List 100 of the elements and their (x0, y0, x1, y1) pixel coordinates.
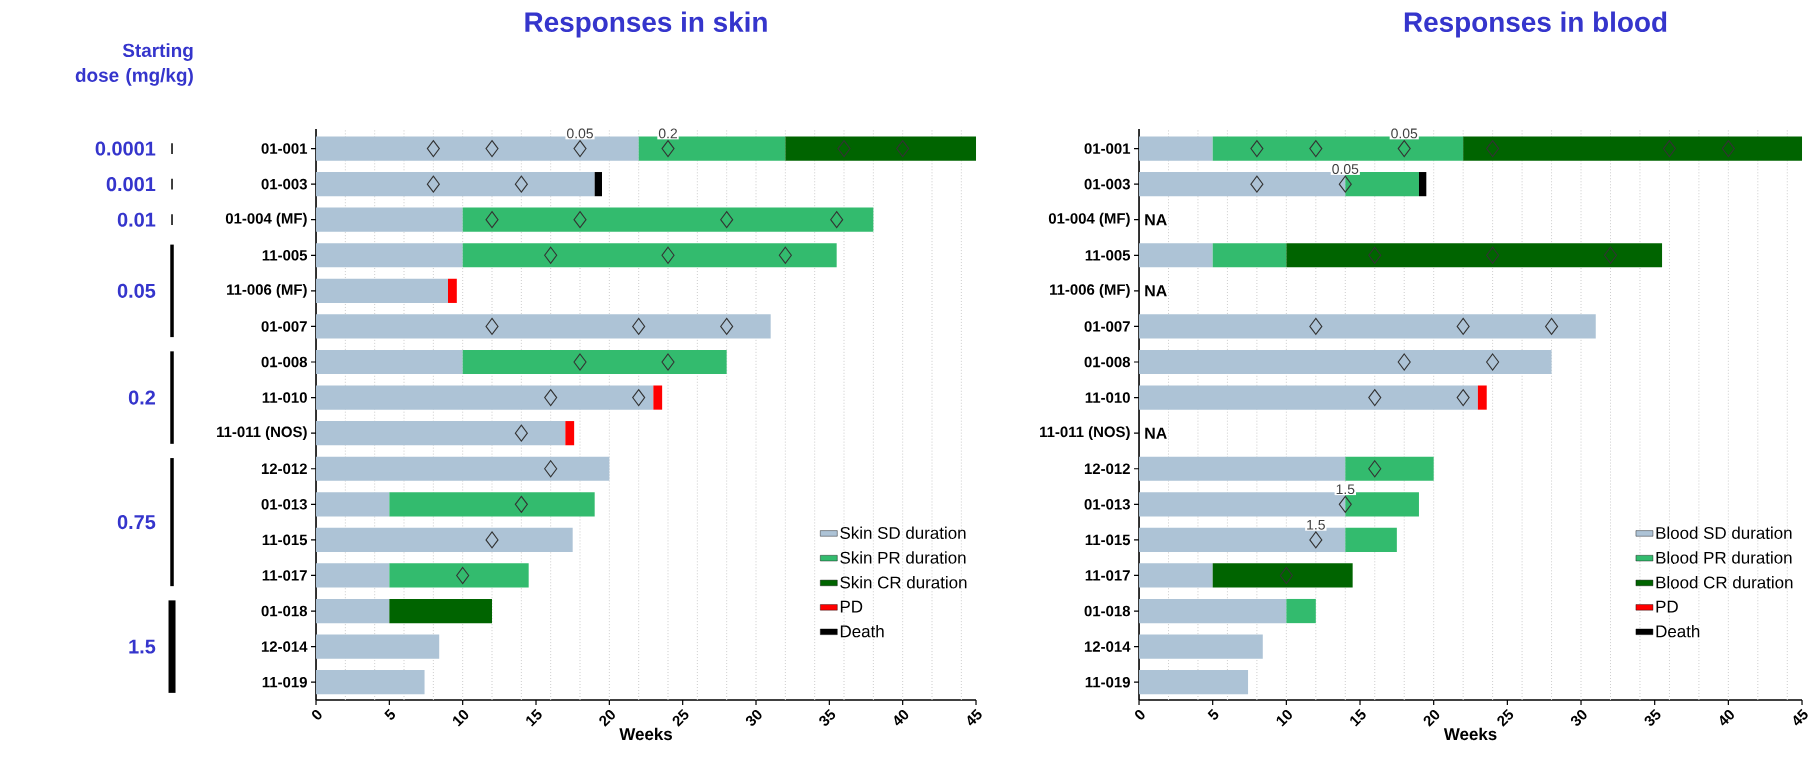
y-tick-label: 01-001 (1084, 143, 1131, 154)
bar (1345, 492, 1419, 517)
y-tick-label: 11-005 (262, 249, 308, 261)
x-tick-label: 30 (745, 710, 762, 726)
y-tick-label: 11-011 (NOS) (217, 426, 307, 441)
point (1279, 566, 1293, 585)
bar (448, 278, 457, 303)
annotation: NA (1145, 427, 1167, 439)
point (1309, 140, 1323, 158)
y-tick-label: 12-012 (261, 463, 307, 475)
annotation: NA (1145, 285, 1167, 297)
point (720, 317, 734, 335)
x-tick-label: 10 (1276, 710, 1292, 727)
point (1368, 460, 1382, 478)
bar (389, 563, 529, 588)
bar (389, 492, 595, 517)
x-tick-label: 25 (672, 708, 689, 727)
point (485, 211, 499, 229)
point (514, 175, 528, 193)
y-tick-label: 11-015 (1085, 534, 1131, 546)
point (661, 140, 675, 158)
y-tick-label: 01-003 (1084, 178, 1130, 190)
legend-label: PD (840, 600, 863, 613)
x-tick-label: 40 (1719, 710, 1734, 726)
legend-label: Skin PR duration (840, 551, 966, 564)
point (1486, 353, 1500, 371)
point (837, 140, 851, 158)
point (661, 353, 675, 371)
point (514, 424, 528, 442)
bar (316, 456, 610, 481)
bar (316, 527, 573, 552)
legend-label: Death (1656, 624, 1700, 638)
annotation: 0.05 (566, 128, 593, 139)
text: 0.2 (128, 390, 156, 405)
point (544, 460, 558, 478)
bar (462, 207, 874, 232)
y-tick-label: 11-019 (1085, 676, 1130, 688)
legend-label: Blood PR duration (1656, 551, 1792, 564)
point (1368, 389, 1382, 407)
y-tick-label: 01-007 (1084, 321, 1130, 332)
x-tick-label: 25 (1497, 708, 1514, 727)
point (1397, 140, 1411, 158)
y-tick-label: 11-011 (NOS) (1040, 426, 1130, 441)
x-axis-title: Weeks (1443, 727, 1497, 741)
annotation: 0.05 (1332, 164, 1359, 174)
y-tick-label: 11-015 (262, 534, 308, 546)
x-tick-label: 20 (599, 710, 615, 727)
y-tick-label: 11-006 (MF) (1050, 283, 1130, 298)
text: 1.5 (129, 639, 156, 654)
point (632, 389, 646, 407)
x-tick-label: 10 (452, 710, 469, 727)
point (1486, 140, 1500, 158)
point (1397, 353, 1411, 371)
point (514, 495, 528, 513)
point (661, 246, 675, 264)
point (1309, 317, 1323, 335)
chart-title: Responses in blood (1404, 11, 1667, 38)
annotation: NA (1145, 214, 1167, 226)
bar (1139, 243, 1213, 268)
point (1545, 317, 1559, 335)
text: 0.001 (106, 177, 156, 192)
point (720, 211, 734, 229)
x-tick-label: 15 (526, 708, 542, 727)
x-tick-label: 35 (1644, 708, 1661, 726)
y-tick-label: 01-013 (261, 499, 307, 510)
bar (316, 314, 771, 339)
point (456, 566, 470, 585)
x-axis-title: Weeks (619, 727, 672, 741)
y-tick-label: 11-005 (1085, 249, 1131, 261)
bar (1139, 172, 1346, 197)
y-tick-label: 01-018 (1084, 605, 1131, 617)
bar (316, 278, 449, 303)
y-tick-label: 01-001 (261, 143, 308, 154)
y-tick-label: 11-006 (MF) (227, 283, 307, 298)
point (485, 140, 499, 158)
y-tick-label: 01-008 (1084, 356, 1131, 368)
bar (1345, 456, 1434, 481)
x-tick-label: 45 (1793, 708, 1808, 726)
y-tick-label: 12-014 (1084, 641, 1131, 652)
bar (1139, 634, 1263, 659)
bar (316, 349, 463, 375)
annotation: 1.5 (1307, 519, 1325, 530)
bar (316, 598, 390, 624)
annotation: 0.05 (1391, 128, 1418, 139)
y-tick-label: 01-004 (MF) (225, 212, 307, 227)
annotation: 0.2 (658, 128, 678, 139)
legend-label: Blood SD duration (1656, 526, 1792, 539)
point (1456, 317, 1470, 335)
y-tick-label: 11-017 (1085, 570, 1130, 581)
text: 0.75 (117, 515, 156, 530)
point (1486, 246, 1500, 264)
point (1662, 140, 1676, 158)
text: 0.01 (117, 212, 156, 227)
x-tick-label: 0 (312, 710, 322, 720)
point (1250, 175, 1264, 193)
point (1368, 246, 1382, 264)
x-tick-label: 5 (1207, 708, 1219, 720)
point (573, 353, 587, 371)
text: 0.0001 (95, 141, 156, 156)
legend-label: PD (1656, 600, 1678, 613)
